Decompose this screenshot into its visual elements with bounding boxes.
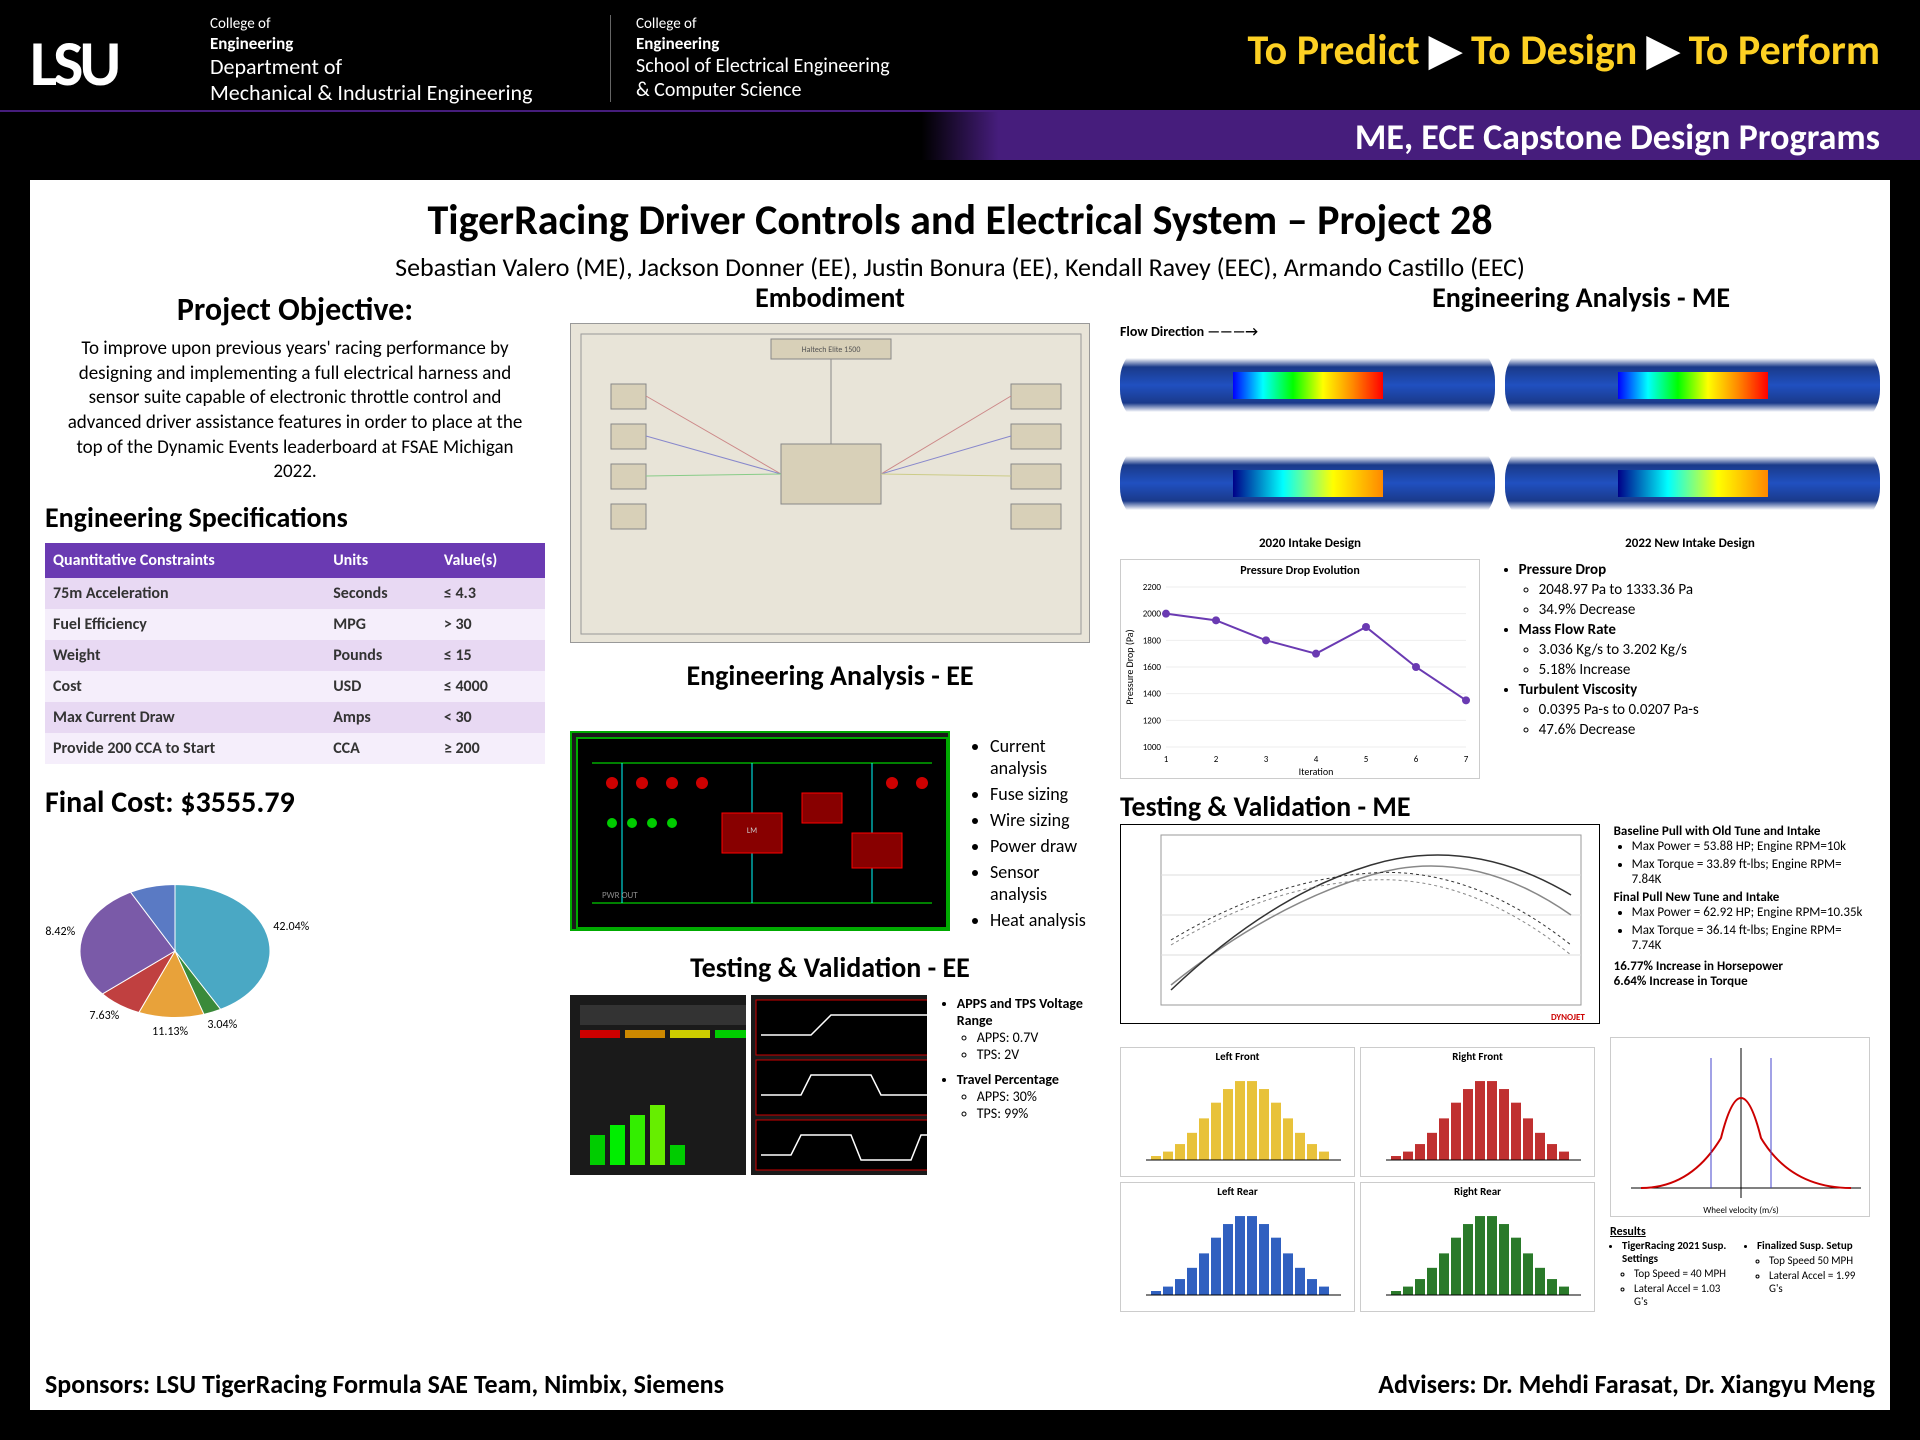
svg-text:1800: 1800 bbox=[1143, 635, 1162, 646]
svg-text:1: 1 bbox=[1164, 754, 1169, 765]
cfd-2020-tke bbox=[1120, 340, 1495, 430]
pressure-drop-chart: Pressure Drop Evolution 1000120014001600… bbox=[1120, 559, 1480, 779]
suspension-results: Results TigerRacing 2021 Susp. Settings … bbox=[1610, 1225, 1870, 1310]
program-subtitle: ME, ECE Capstone Design Programs bbox=[1355, 115, 1880, 159]
svg-text:1400: 1400 bbox=[1143, 689, 1162, 700]
pcb-layout: PWR OUT LM bbox=[570, 731, 950, 931]
svg-text:3.04%: 3.04% bbox=[207, 1018, 237, 1032]
svg-text:2: 2 bbox=[1214, 754, 1219, 765]
test-ee-scope2 bbox=[751, 995, 927, 1175]
suspension-histograms: Left FrontRight FrontLeft RearRight Rear bbox=[1120, 1047, 1600, 1312]
me-analysis-heading: Engineering Analysis - ME bbox=[1120, 280, 1880, 315]
cfd-2022-vel bbox=[1505, 438, 1880, 528]
flow-direction: Flow Direction ———→ bbox=[1120, 323, 1880, 340]
dept-eecs: College of Engineering School of Electri… bbox=[610, 15, 890, 102]
spec-heading: Engineering Specifications bbox=[45, 500, 545, 535]
svg-text:11.13%: 11.13% bbox=[152, 1025, 188, 1039]
svg-text:Pressure Drop (Pa): Pressure Drop (Pa) bbox=[1123, 629, 1136, 704]
wiring-schematic: Haltech Elite 1500 bbox=[570, 323, 1090, 643]
lsu-logo: LSU bbox=[30, 25, 117, 103]
svg-text:5: 5 bbox=[1364, 754, 1369, 765]
dept-eecs-name: School of Electrical Engineering & Compu… bbox=[636, 54, 890, 102]
ee-analysis-heading: Engineering Analysis - EE bbox=[570, 658, 1090, 693]
svg-text:42.04%: 42.04% bbox=[273, 920, 309, 934]
header: LSU College of Engineering Department of… bbox=[0, 0, 1920, 160]
sponsors: Sponsors: LSU TigerRacing Formula SAE Te… bbox=[45, 1368, 724, 1400]
svg-text:Haltech Elite 1500: Haltech Elite 1500 bbox=[802, 345, 861, 355]
svg-text:Wheel velocity (m/s): Wheel velocity (m/s) bbox=[1703, 1205, 1779, 1216]
svg-text:Iteration: Iteration bbox=[1299, 765, 1334, 777]
svg-text:6: 6 bbox=[1414, 754, 1419, 765]
me-analysis-metrics: Pressure Drop2048.97 Pa to 1333.36 Pa34.… bbox=[1484, 559, 1864, 741]
svg-text:3: 3 bbox=[1264, 754, 1269, 765]
poster-title: TigerRacing Driver Controls and Electric… bbox=[45, 195, 1875, 246]
objective-text: To improve upon previous years' racing p… bbox=[45, 337, 545, 485]
advisers: Advisers: Dr. Mehdi Farasat, Dr. Xiangyu… bbox=[1378, 1368, 1875, 1400]
damper-curve: Wheel velocity (m/s) bbox=[1610, 1037, 1870, 1217]
cost-pie-chart: 42.04% 3.04% 11.13% 7.63% 28.42% bbox=[45, 831, 385, 1071]
svg-text:PWR OUT: PWR OUT bbox=[602, 890, 638, 901]
svg-text:7.63%: 7.63% bbox=[89, 1009, 119, 1023]
cost-heading: Final Cost: $3555.79 bbox=[45, 784, 545, 821]
cfd-2020-vel bbox=[1120, 438, 1495, 528]
authors: Sebastian Valero (ME), Jackson Donner (E… bbox=[45, 251, 1875, 283]
test-ee-heading: Testing & Validation - EE bbox=[570, 950, 1090, 985]
slogan: To Predict ▶ To Design ▶ To Perform bbox=[1247, 25, 1880, 76]
test-me-heading: Testing & Validation - ME bbox=[1120, 789, 1880, 824]
svg-text:LM: LM bbox=[747, 826, 757, 836]
svg-text:4: 4 bbox=[1314, 754, 1319, 765]
svg-text:1000: 1000 bbox=[1143, 742, 1162, 753]
dept-mie-name: Department of Mechanical & Industrial En… bbox=[210, 54, 532, 107]
svg-text:7: 7 bbox=[1464, 754, 1469, 765]
test-ee-data: APPS and TPS Voltage Range APPS: 0.7V TP… bbox=[942, 995, 1090, 1122]
svg-text:1600: 1600 bbox=[1143, 662, 1162, 673]
dept-mie: College of Engineering Department of Mec… bbox=[210, 15, 532, 107]
spec-table: Quantitative ConstraintsUnitsValue(s) 75… bbox=[45, 543, 545, 764]
svg-text:2200: 2200 bbox=[1143, 582, 1162, 593]
cfd-2022-tke bbox=[1505, 340, 1880, 430]
poster-content: TigerRacing Driver Controls and Electric… bbox=[30, 180, 1890, 1410]
dyno-results: Baseline Pull with Old Tune and Intake M… bbox=[1604, 824, 1874, 989]
dyno-chart: DYNOJET bbox=[1120, 824, 1600, 1024]
ee-analysis-list: Current analysisFuse sizing Wire sizingP… bbox=[970, 731, 1090, 935]
svg-text:DYNOJET: DYNOJET bbox=[1551, 1012, 1585, 1023]
objective-heading: Project Objective: bbox=[45, 290, 545, 329]
test-ee-scope1 bbox=[570, 995, 746, 1175]
svg-text:2000: 2000 bbox=[1143, 609, 1162, 620]
embodiment-heading: Embodiment bbox=[570, 280, 1090, 315]
svg-text:1200: 1200 bbox=[1143, 715, 1162, 726]
svg-text:28.42%: 28.42% bbox=[45, 925, 76, 939]
